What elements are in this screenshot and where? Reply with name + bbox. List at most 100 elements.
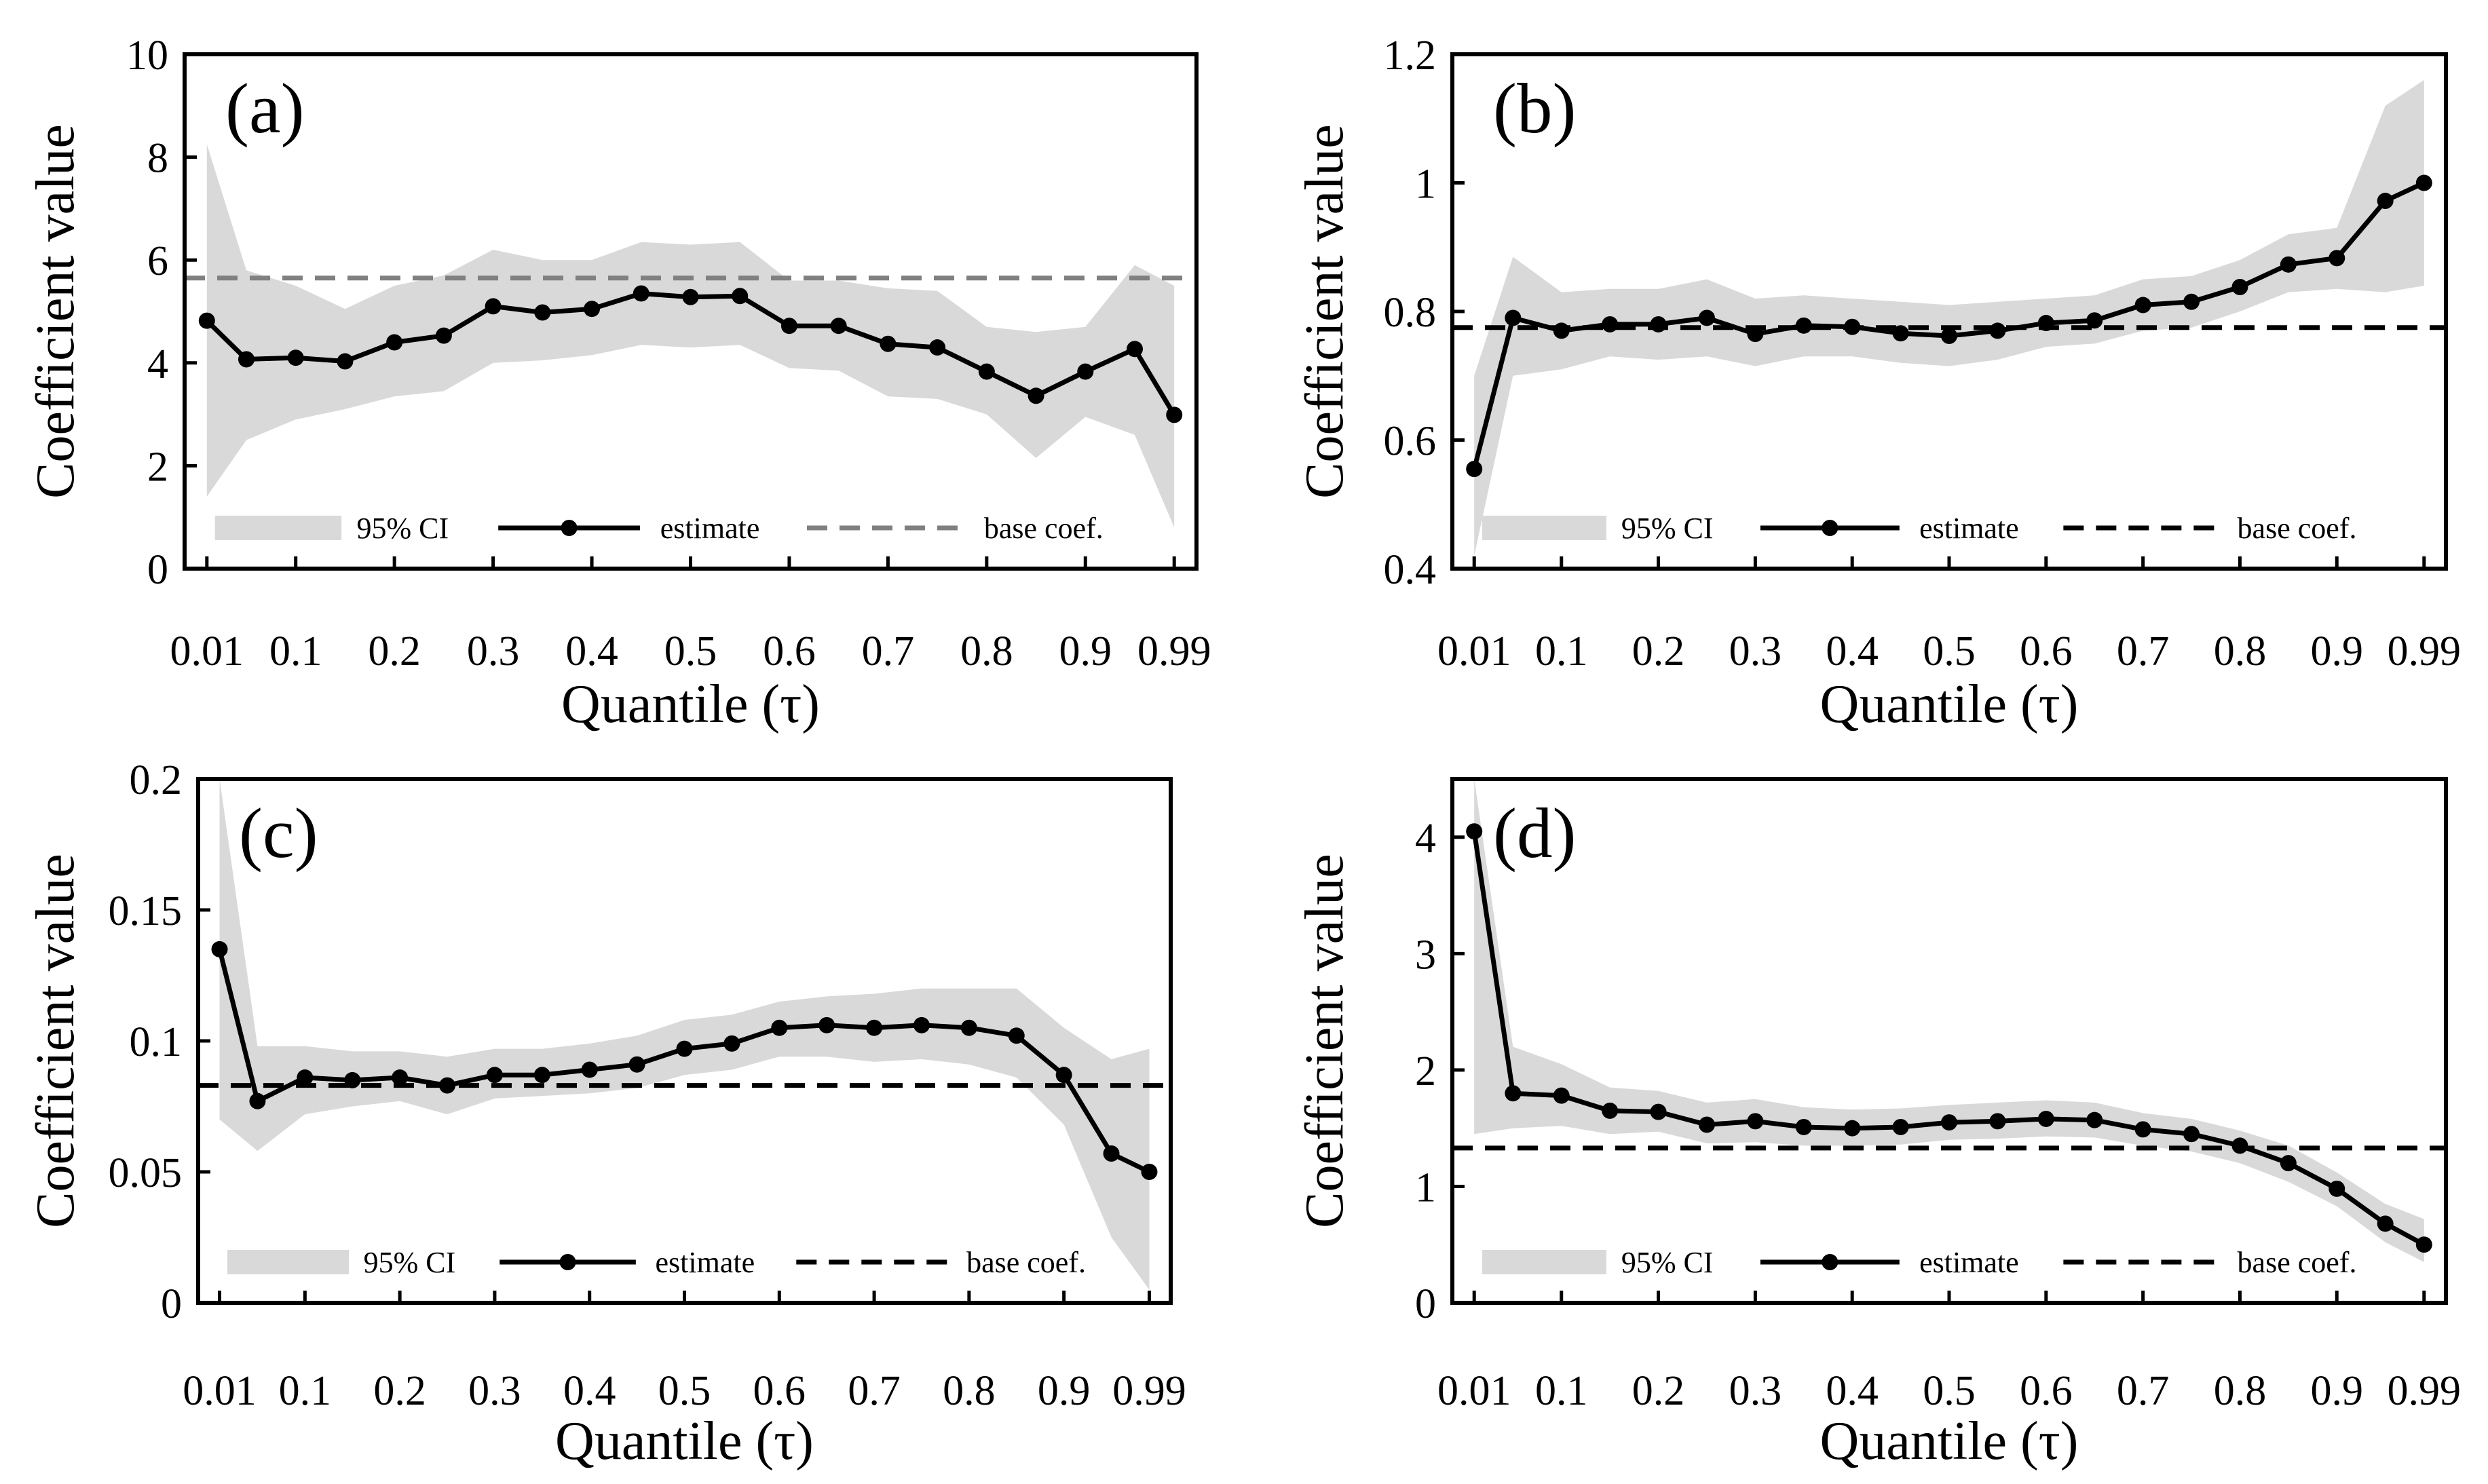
x-tick-label: 0.01: [1437, 1368, 1511, 1414]
y-tick-label: 4: [1415, 816, 1436, 862]
estimate-point: [929, 339, 946, 356]
estimate-point: [485, 298, 502, 315]
panel-label: (b): [1493, 69, 1576, 148]
panel-label: (a): [225, 69, 305, 148]
estimate-point: [2183, 293, 2200, 310]
estimate-point: [533, 1067, 550, 1084]
x-tick-label: 0.5: [658, 1368, 711, 1414]
estimate-line: [1471, 831, 2426, 1247]
y-tick-label: 0.8: [1384, 290, 1437, 336]
x-tick-label: 0.2: [1632, 628, 1685, 674]
estimate-point: [682, 288, 699, 305]
y-tick-label: 0: [147, 547, 168, 593]
x-tick-label: 0.99: [2388, 1368, 2462, 1414]
estimate-point: [211, 940, 228, 957]
legend-base-label: base coef.: [2238, 512, 2357, 545]
estimate-point: [2231, 1137, 2248, 1154]
chart-panel-d: 0 1 2 3 4 0.01 0.1 0.2 0.3 0.4 0.5 0.6 0.7 0.8 0.9 0.99…: [1295, 777, 2462, 1471]
x-tick-label: 0.3: [1729, 628, 1782, 674]
legend-estimate-label: estimate: [1919, 512, 2019, 545]
estimate-point: [2134, 1121, 2151, 1138]
y-tick-label: 2: [147, 444, 168, 490]
estimate-point: [2231, 278, 2248, 295]
x-tick-label: 0.1: [269, 628, 322, 674]
estimate-point: [1844, 318, 1861, 335]
x-tick-label: 0.6: [2020, 1368, 2073, 1414]
estimate-point: [1941, 1114, 1957, 1131]
x-tick-label: 0.01: [183, 1368, 257, 1414]
estimate-point: [676, 1040, 693, 1057]
y-tick-label: 4: [147, 341, 168, 387]
x-tick-label: 0.4: [1826, 1368, 1879, 1414]
estimate-point: [2377, 1215, 2394, 1232]
panel-label: (d): [1493, 793, 1576, 873]
x-tick-label: 0.4: [563, 1368, 616, 1414]
estimate-point: [978, 363, 995, 380]
estimate-point: [1505, 309, 1522, 326]
legend-estimate-label: estimate: [1919, 1246, 2019, 1279]
ci-band: [1474, 79, 2424, 556]
panel-label: (c): [239, 793, 318, 873]
x-tick-label: 0.9: [2311, 1368, 2364, 1414]
estimate-point: [1103, 1145, 1120, 1162]
x-tick-label: 0.7: [2117, 628, 2170, 674]
estimate-point: [2086, 1111, 2103, 1128]
estimate-point: [1028, 387, 1044, 404]
legend-ci-swatch: [227, 1250, 350, 1274]
y-tick-label: 0.15: [109, 888, 183, 934]
estimate-point: [2329, 1180, 2345, 1197]
x-tick-label: 0.1: [1535, 1368, 1588, 1414]
estimate-point: [2280, 1155, 2297, 1172]
estimate-point: [1008, 1027, 1025, 1044]
plot-frame: [1450, 777, 2448, 1305]
estimate-point: [534, 304, 551, 321]
estimate-point: [818, 1016, 835, 1033]
y-tick-label: 1.2: [1384, 33, 1437, 79]
estimate-point: [1127, 341, 1144, 358]
y-tick-label: 0.05: [109, 1150, 183, 1196]
legend-estimate-label: estimate: [656, 1246, 755, 1279]
legend-estimate-marker: [1822, 520, 1839, 536]
x-tick-label: 0.4: [1826, 628, 1879, 674]
chart-panel-a: 0 2 4 6 8 10 0.01 0.1 0.2 0.3 0.4 0.5 0.6 0.7 0.8 0.9 0.…: [26, 33, 1211, 734]
legend-estimate-marker: [559, 1254, 576, 1270]
x-tick-label: 0.8: [943, 1368, 996, 1414]
y-tick-label: 1: [1415, 1164, 1436, 1211]
estimate-point: [1892, 1118, 1909, 1135]
estimate-point: [1055, 1067, 1072, 1084]
y-tick-label: 0.1: [130, 1019, 183, 1065]
estimate-point: [1141, 1164, 1158, 1180]
estimate-point: [1466, 461, 1483, 478]
estimate-point: [1892, 325, 1909, 342]
legend-base-label: base coef.: [984, 512, 1104, 545]
estimate-point: [1650, 1103, 1667, 1120]
y-tick-label: 1: [1415, 161, 1436, 208]
chart-panel-b: 0.4 0.6 0.8 1 1.2 0.01 0.1 0.2 0.3 0.4 0.5 0.6 0.7 0.…: [1295, 33, 2461, 734]
x-tick-label: 0.3: [468, 1368, 521, 1414]
estimate-point: [435, 327, 452, 344]
y-tick-label: 0.2: [130, 757, 183, 803]
estimate-point: [1941, 328, 1957, 345]
x-tick-label: 0.5: [664, 628, 717, 674]
x-tick-label: 0.5: [1923, 628, 1976, 674]
estimate-point: [2183, 1126, 2200, 1143]
ci-band: [206, 144, 1175, 528]
estimate-point: [960, 1019, 977, 1036]
y-tick-label: 0: [161, 1281, 182, 1327]
estimate-point: [2415, 1236, 2432, 1253]
x-tick-label: 0.1: [279, 1368, 332, 1414]
estimate-point: [2086, 312, 2103, 329]
estimate-point: [198, 312, 215, 329]
x-tick-label: 0.6: [2020, 628, 2073, 674]
x-tick-label: 0.99: [1112, 1368, 1186, 1414]
legend-ci-swatch: [214, 516, 342, 540]
legend-ci-label: 95% CI: [364, 1246, 456, 1279]
legend: 95% CI estimate base coef.: [1482, 1246, 2356, 1279]
legend: 95% CI estimate base coef.: [214, 512, 1104, 545]
legend-estimate-label: estimate: [660, 512, 760, 545]
y-tick-label: 8: [147, 136, 168, 182]
estimate-point: [1795, 1118, 1812, 1135]
estimate-point: [249, 1092, 266, 1109]
estimate-point: [633, 285, 649, 302]
